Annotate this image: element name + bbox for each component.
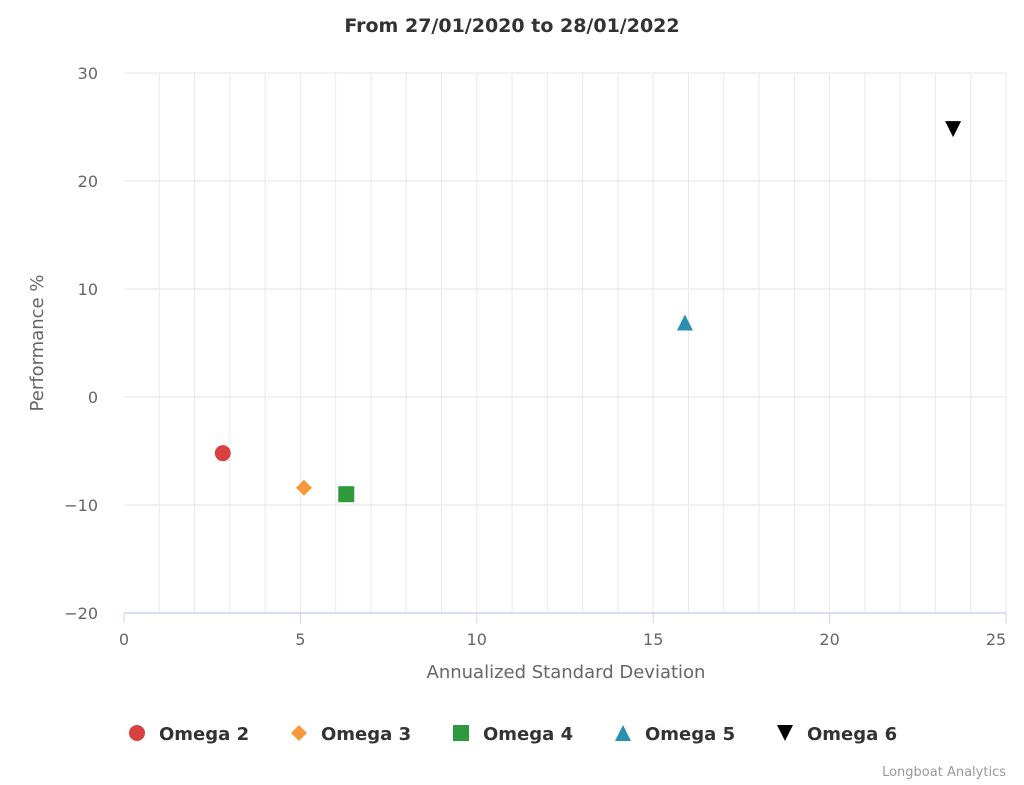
legend-label: Omega 3 [321,724,411,745]
y-tick-label: 30 [78,64,98,83]
legend-label: Omega 6 [807,724,897,745]
legend-item-omega-5[interactable]: Omega 5 [615,724,735,745]
legend-item-omega-3[interactable]: Omega 3 [291,724,411,745]
legend: Omega 2 Omega 3 Omega 4 Omega 5 Omega 6 [129,724,897,745]
point-omega-5 [676,314,693,331]
y-tick-label: −10 [64,496,98,515]
y-tick-label: −20 [64,604,98,623]
data-points [214,121,962,503]
y-tick-label: 10 [78,280,98,299]
credits: Longboat Analytics [882,765,1006,780]
x-axis-title: Annualized Standard Deviation [427,662,706,683]
legend-symbol-omega-5 [615,725,631,741]
x-tick-label: 25 [986,630,1006,649]
point-omega-6 [945,121,962,138]
y-axis-title: Performance % [27,275,48,412]
legend-item-omega-6[interactable]: Omega 6 [777,724,897,745]
point-omega-3 [295,479,312,496]
grid [124,72,1007,613]
axes: 0 5 10 15 20 25 −20 −10 0 10 20 30 [64,64,1007,649]
legend-symbol-omega-6 [777,725,793,741]
legend-item-omega-2[interactable]: Omega 2 [129,724,249,745]
x-tick-label: 10 [467,630,487,649]
point-omega-2 [214,445,231,462]
chart-title: From 27/01/2020 to 28/01/2022 [344,15,679,37]
point-omega-4 [338,486,355,503]
x-tick-label: 15 [643,630,663,649]
legend-label: Omega 2 [159,724,249,745]
legend-symbol-omega-2 [129,725,145,741]
x-tick-label: 5 [295,630,305,649]
legend-symbol-omega-3 [291,725,307,741]
y-tick-label: 20 [78,172,98,191]
y-tick-label: 0 [88,388,98,407]
legend-symbol-omega-4 [453,725,469,741]
x-tick-label: 20 [819,630,839,649]
legend-item-omega-4[interactable]: Omega 4 [453,724,573,745]
x-tick-label: 0 [119,630,129,649]
legend-label: Omega 5 [645,724,735,745]
legend-label: Omega 4 [483,724,573,745]
